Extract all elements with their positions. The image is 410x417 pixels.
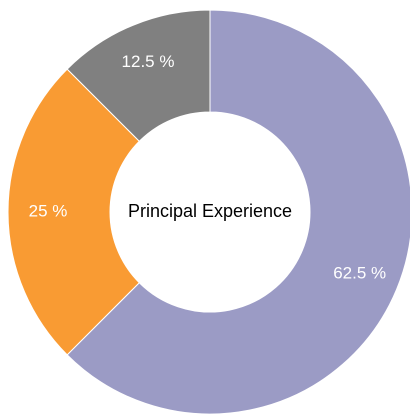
data-label: 25 % xyxy=(29,201,68,220)
slice xyxy=(66,9,410,415)
slice xyxy=(7,68,140,356)
slice xyxy=(66,9,211,142)
data-label: 62.5 % xyxy=(333,263,386,282)
chart-title: Principal Experience xyxy=(128,201,292,221)
data-label: 12.5 % xyxy=(122,52,175,71)
